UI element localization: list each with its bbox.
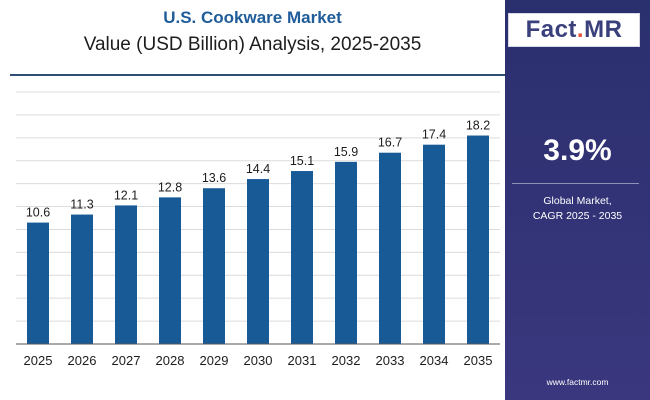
website-link[interactable]: www.factmr.com — [546, 377, 609, 387]
x-tick-label: 2031 — [288, 353, 317, 368]
data-label: 10.6 — [26, 206, 50, 220]
x-tick-label: 2032 — [332, 353, 361, 368]
bar — [335, 161, 357, 344]
x-tick-label: 2035 — [464, 353, 493, 368]
bar — [291, 171, 313, 344]
bar — [247, 179, 269, 344]
x-tick-label: 2028 — [156, 353, 185, 368]
x-tick-label: 2025 — [24, 353, 53, 368]
bar — [159, 197, 181, 344]
title-divider — [10, 74, 505, 76]
data-label: 17.4 — [422, 128, 446, 142]
data-label: 12.1 — [114, 188, 138, 202]
bar — [423, 144, 445, 344]
x-tick-label: 2030 — [244, 353, 273, 368]
bar — [71, 214, 93, 344]
sidebar-panel — [505, 0, 650, 400]
cagr-value: 3.9% — [543, 134, 612, 167]
logo-prefix: Fact — [525, 16, 577, 43]
data-label: 18.2 — [466, 119, 490, 133]
bar — [467, 135, 489, 344]
data-label: 15.9 — [334, 145, 358, 159]
logo-dot: . — [576, 16, 585, 43]
bar — [203, 188, 225, 344]
data-label: 13.6 — [202, 171, 226, 185]
chart-subtitle: Value (USD Billion) Analysis, 2025-2035 — [83, 34, 422, 55]
chart-title: U.S. Cookware Market — [163, 8, 342, 27]
data-label: 15.1 — [290, 154, 314, 168]
cagr-label: Global Market, CAGR 2025 - 2035 — [505, 194, 650, 224]
bar — [115, 205, 137, 344]
data-label: 11.3 — [70, 198, 93, 212]
cagr-label-line1: Global Market, — [543, 195, 612, 207]
panel-divider — [512, 183, 639, 184]
x-tick-label: 2029 — [200, 353, 229, 368]
bar — [379, 152, 401, 344]
data-label: 12.8 — [158, 180, 182, 194]
x-tick-label: 2026 — [68, 353, 97, 368]
logo-suffix: MR — [584, 16, 623, 43]
bar-chart: 10.6 2025 11.3 2026 12.1 2027 12.8 2028 13.6 2029… — [16, 91, 500, 368]
factmr-logo: Fact. MR — [508, 13, 640, 47]
data-label: 16.7 — [378, 136, 402, 150]
bar — [27, 222, 49, 344]
cagr-label-line2: CAGR 2025 - 2035 — [532, 210, 623, 222]
data-label: 14.4 — [246, 162, 270, 176]
x-tick-label: 2027 — [112, 353, 141, 368]
x-tick-label: 2034 — [420, 353, 449, 368]
x-tick-label: 2033 — [376, 353, 405, 368]
